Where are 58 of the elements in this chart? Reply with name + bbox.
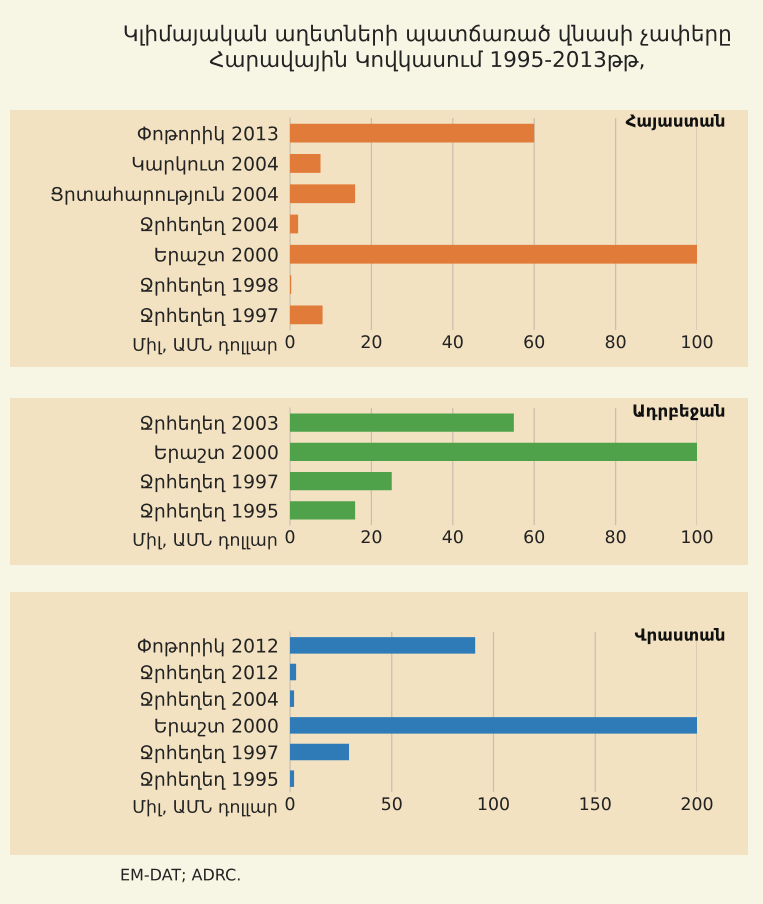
x-tick-label: 200 — [682, 797, 712, 810]
bar — [290, 214, 298, 234]
y-tick-label: Փոթորիկ 2013 — [138, 126, 278, 144]
x-tick-label: 100 — [478, 797, 509, 810]
x-tick-label: 60 — [524, 335, 544, 348]
bar — [290, 184, 356, 204]
text: EM-DAT; ADRC. — [122, 868, 240, 882]
x-tick-label: 50 — [382, 797, 402, 810]
y-tick-label: Փոթորիկ 2012 — [138, 638, 278, 656]
chart-title: Կլիմայական աղետների պատճառած վնասի չափերը Հարավային Կովկասում 1995-2013թթ, — [124, 24, 730, 72]
y-tick-label: Ջրհեղեղ 1995 — [141, 772, 278, 790]
y-tick-label: Ջրհեղեղ 1995 — [141, 503, 278, 522]
x-tick-label: 60 — [524, 530, 544, 544]
bar — [290, 717, 697, 734]
x-tick-label: 40 — [442, 335, 463, 348]
x-axis-title: Միլ, ԱՄՆ դոլլար — [134, 800, 276, 816]
x-tick-label: 100 — [682, 335, 712, 348]
x-tick-label: 0 — [286, 797, 294, 810]
x-tick-label: 150 — [580, 797, 611, 810]
annotation: Ադրբեջան — [634, 404, 724, 420]
bar — [290, 637, 476, 654]
bar — [290, 770, 294, 787]
bar — [290, 501, 356, 520]
y-tick-label: Ջրհեղեղ 2004 — [141, 216, 278, 236]
x-tick-label: 80 — [606, 530, 626, 544]
x-tick-label: 20 — [362, 530, 382, 544]
bar — [290, 305, 323, 324]
x-tick-label: 80 — [606, 335, 626, 348]
annotation: Հայաստան — [626, 114, 724, 130]
x-tick-label: 0 — [286, 530, 294, 544]
y-tick-label: Երաշտ 2000 — [155, 247, 278, 266]
bar — [290, 442, 697, 461]
bar — [290, 690, 294, 707]
y-tick-label: Ցրտահարություն 2004 — [51, 186, 278, 205]
bar — [290, 154, 321, 173]
y-tick-label: Ջրհեղեղ 2003 — [141, 416, 278, 434]
x-tick-label: 40 — [442, 530, 463, 544]
bar — [290, 414, 514, 432]
y-tick-label: Ջրհեղեղ 1997 — [141, 744, 278, 764]
y-tick-label: Ջրհեղեղ 1998 — [141, 277, 278, 296]
x-tick-label: 0 — [286, 335, 294, 348]
x-axis-title: Միլ, ԱՄՆ դոլլար — [134, 532, 276, 550]
y-tick-label: Ջրհեղեղ 2004 — [141, 692, 278, 710]
y-tick-label: Երաշտ 2000 — [155, 718, 278, 736]
y-tick-label: Կարկուտ 2004 — [132, 156, 278, 174]
bar — [290, 744, 350, 760]
bar — [290, 124, 534, 143]
bar — [290, 244, 697, 264]
y-tick-label: Ջրհեղեղ 1997 — [141, 308, 278, 326]
y-tick-label: Ջրհեղեղ 1997 — [141, 474, 278, 492]
bar — [290, 664, 296, 680]
y-tick-label: Ջրհեղեղ 2012 — [141, 664, 278, 684]
bar — [290, 472, 392, 490]
x-tick-label: 100 — [682, 530, 712, 544]
y-tick-label: Երաշտ 2000 — [155, 445, 278, 463]
x-tick-label: 20 — [362, 335, 382, 348]
annotation: Վրաստան — [634, 628, 724, 644]
x-axis-title: Միլ, ԱՄՆ դոլլար — [134, 338, 276, 354]
